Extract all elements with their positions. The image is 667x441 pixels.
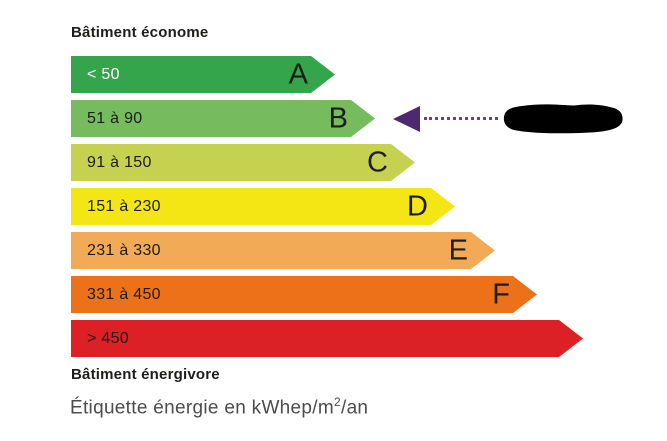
energy-class-bars: < 50 A 51 à 90 B 91 à 150 C 151 à 230 D 231 à 33… xyxy=(71,56,583,364)
class-letter: B xyxy=(328,102,348,134)
class-letter: F xyxy=(492,278,510,310)
energy-class-bar-F: 331 à 450 F xyxy=(71,276,537,313)
range-label: 51 à 90 xyxy=(87,109,143,127)
range-label: 331 à 450 xyxy=(87,285,161,303)
caption-suffix: /an xyxy=(340,397,369,419)
energy-class-bar-A: < 50 A xyxy=(71,56,335,93)
energy-class-bar-C: 91 à 150 C xyxy=(71,144,415,181)
caption-prefix: Étiquette énergie en kWhep/m xyxy=(70,397,334,419)
range-label: 91 à 150 xyxy=(87,153,152,171)
class-letter: D xyxy=(407,190,428,222)
energy-class-bar-G: > 450 xyxy=(71,320,583,357)
range-label: < 50 xyxy=(87,65,120,83)
class-letter: E xyxy=(448,234,468,266)
redacted-value-blob xyxy=(502,103,624,134)
class-letter: C xyxy=(367,146,388,178)
economical-building-label: Bâtiment économe xyxy=(71,24,209,41)
energy-intensive-building-label: Bâtiment énergivore xyxy=(71,366,220,383)
energy-class-bar-E: 231 à 330 E xyxy=(71,232,495,269)
energy-class-bar-D: 151 à 230 D xyxy=(71,188,455,225)
class-indicator xyxy=(393,100,624,137)
dotted-connector-line xyxy=(424,117,498,120)
range-label: 151 à 230 xyxy=(87,197,161,215)
range-label: > 450 xyxy=(87,329,129,347)
arrow-left-icon xyxy=(393,105,420,132)
class-letter: A xyxy=(288,58,308,90)
energy-class-bar-B: 51 à 90 B xyxy=(71,100,375,137)
caption-superscript: 2 xyxy=(334,395,341,409)
range-label: 231 à 330 xyxy=(87,241,161,259)
chart-caption: Étiquette énergie en kWhep/m2/an xyxy=(70,395,368,419)
